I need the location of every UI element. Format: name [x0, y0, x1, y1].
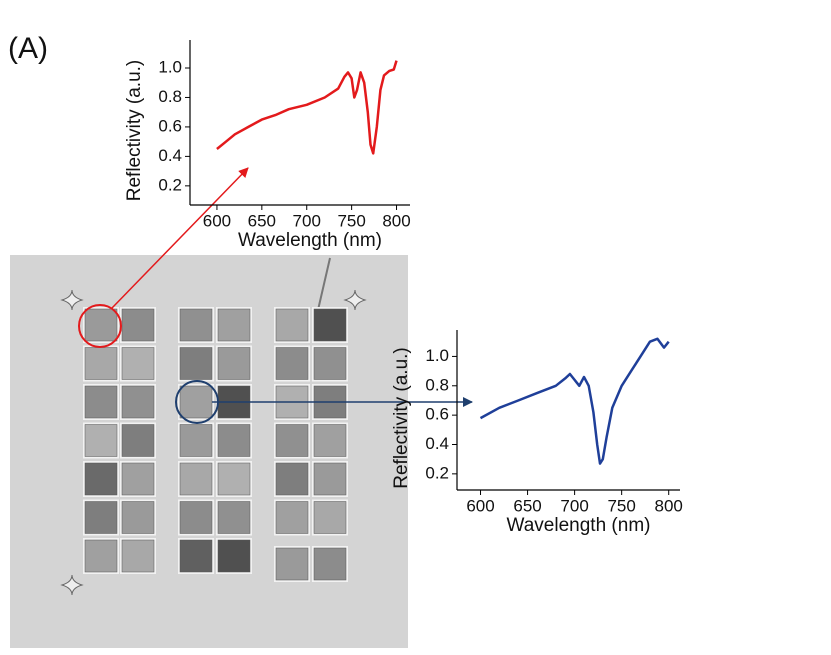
pixel-square — [84, 347, 118, 380]
pixel-square — [313, 424, 347, 457]
pixel-square — [121, 462, 155, 496]
alignment-mark — [60, 289, 84, 311]
x-tick-label: 600 — [203, 211, 231, 230]
pixel-square — [313, 347, 347, 380]
alignment-mark — [60, 574, 84, 596]
y-tick-label: 0.4 — [425, 434, 449, 453]
pixel-square — [275, 347, 309, 380]
x-tick-label: 750 — [337, 211, 365, 230]
y-tick-label: 1.0 — [425, 346, 449, 365]
pixel-square — [121, 539, 155, 573]
y-tick-label: 0.2 — [158, 175, 182, 194]
pixel-square — [121, 501, 155, 534]
pixel-square — [217, 501, 251, 534]
x-tick-label: 700 — [293, 211, 321, 230]
pixel-square — [179, 462, 213, 496]
pixel-square — [121, 385, 155, 419]
y-tick-label: 0.4 — [158, 146, 182, 165]
x-tick-label: 750 — [607, 496, 635, 515]
x-tick-label: 650 — [513, 496, 541, 515]
pixel-square — [84, 424, 118, 457]
pixel-square — [313, 547, 347, 581]
x-axis-title: Wavelength (nm) — [238, 230, 382, 251]
scratch — [317, 257, 331, 311]
y-tick-label: 1.0 — [158, 57, 182, 76]
pixel-square — [179, 501, 213, 534]
y-axis-title: Reflectivity (a.u.) — [124, 60, 145, 201]
pixel-square — [313, 501, 347, 534]
x-tick-label: 650 — [248, 211, 276, 230]
x-tick-label: 800 — [382, 211, 410, 230]
pixel-square — [84, 501, 118, 534]
arrow — [111, 167, 249, 309]
pixel-square — [313, 462, 347, 496]
x-tick-label: 700 — [560, 496, 588, 515]
y-tick-label: 0.2 — [425, 463, 449, 482]
pixel-square — [179, 308, 213, 342]
pixel-square — [121, 308, 155, 342]
pixel-square — [275, 462, 309, 496]
micrograph — [10, 255, 408, 648]
x-axis-title: Wavelength (nm) — [507, 515, 651, 536]
pixel-square — [84, 462, 118, 496]
pixel-square — [275, 501, 309, 534]
pixel-square — [179, 347, 213, 380]
pixel-square — [217, 308, 251, 342]
pixel-square — [217, 347, 251, 380]
pixel-square — [84, 539, 118, 573]
x-tick-label: 600 — [466, 496, 494, 515]
pixel-square — [179, 424, 213, 457]
pixel-square — [275, 547, 309, 581]
y-tick-label: 0.8 — [425, 375, 449, 394]
y-tick-label: 0.8 — [158, 87, 182, 106]
pixel-square — [313, 308, 347, 342]
pixel-square — [121, 424, 155, 457]
x-tick-label: 800 — [655, 496, 683, 515]
pixel-square — [275, 308, 309, 342]
pixel-square — [121, 347, 155, 380]
data-line — [479, 337, 670, 465]
pixel-square — [84, 385, 118, 419]
panel-label: (A) — [8, 32, 48, 65]
y-axis-title: Reflectivity (a.u.) — [391, 347, 412, 488]
pixel-square — [217, 539, 251, 573]
highlight-circle — [78, 304, 122, 348]
pixel-square — [217, 462, 251, 496]
pixel-square — [179, 385, 213, 419]
y-tick-label: 0.6 — [425, 405, 449, 424]
alignment-mark — [343, 289, 367, 311]
data-line — [216, 60, 398, 155]
pixel-square — [275, 424, 309, 457]
pixel-square — [179, 539, 213, 573]
pixel-square — [217, 424, 251, 457]
pixel-square — [84, 308, 118, 342]
y-tick-label: 0.6 — [158, 116, 182, 135]
